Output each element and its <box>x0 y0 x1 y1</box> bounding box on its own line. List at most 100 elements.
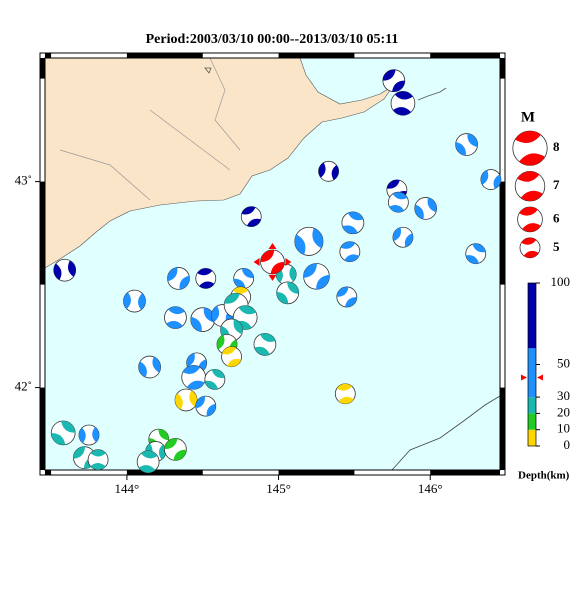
magnitude-legend-label: 7 <box>553 177 560 192</box>
frame-bar <box>500 387 505 470</box>
frame-bar <box>430 53 500 58</box>
depth-tick-label: 0 <box>564 437 571 452</box>
beachball-lobe <box>336 383 354 404</box>
beachball-lobe <box>336 286 357 307</box>
beachball-lobe <box>164 438 187 461</box>
event <box>318 160 340 182</box>
event <box>276 281 300 305</box>
event <box>390 91 416 116</box>
event <box>341 211 365 235</box>
event <box>334 383 356 405</box>
x-tick-label: 144° <box>115 481 140 496</box>
magnitude-legend-label: 8 <box>553 139 560 154</box>
beachball-lobe <box>186 353 207 373</box>
depth-tick-label: 20 <box>557 404 570 419</box>
beachball-lobe <box>318 162 339 180</box>
beachball-lobe <box>182 365 205 390</box>
event <box>465 243 487 265</box>
magnitude-legend-item <box>512 130 548 166</box>
frame-bar <box>45 470 52 475</box>
beachball-lobe <box>521 237 539 258</box>
frame-bar <box>500 58 505 79</box>
event <box>382 69 406 93</box>
x-tick-label: 145° <box>266 481 291 496</box>
event <box>50 420 76 446</box>
depth-tick-label: 100 <box>551 274 571 289</box>
beachball-lobe <box>233 268 254 289</box>
beachball-lobe <box>382 69 405 92</box>
depth-tick-label: 10 <box>557 421 570 436</box>
beachball-lobe <box>276 281 299 304</box>
frame-bar <box>45 53 52 58</box>
map-title: Period:2003/03/10 00:00--2013/03/10 05:1… <box>146 32 399 47</box>
main-event <box>253 243 292 281</box>
event <box>240 206 262 228</box>
beachball-lobe <box>78 426 99 443</box>
event <box>195 268 217 289</box>
beachball-lobe <box>517 171 543 202</box>
beachball-lobe <box>204 369 225 390</box>
beachball-lobe <box>455 133 478 156</box>
depth-marker <box>521 374 543 381</box>
beachball-lobe <box>389 192 408 213</box>
frame-bar <box>40 58 45 79</box>
event <box>167 267 190 290</box>
beachball-lobe <box>392 227 413 247</box>
magnitude-legend-item <box>517 206 543 233</box>
event <box>123 289 146 313</box>
beachball-lobe <box>166 306 185 329</box>
beachball-lobe <box>342 211 364 234</box>
land <box>44 57 394 269</box>
beachball-lobe <box>519 206 541 232</box>
beachball-lobe <box>138 450 158 473</box>
event <box>414 197 438 220</box>
beachball-lobe <box>197 268 215 289</box>
beachball-lobe <box>465 243 486 264</box>
event <box>87 449 109 471</box>
main-marker <box>253 257 260 266</box>
event <box>181 364 206 390</box>
beachball-lobe <box>393 91 413 116</box>
beachball-lobe <box>138 356 161 378</box>
magnitude-legend-label: 6 <box>553 210 560 225</box>
frame-bar <box>500 181 505 285</box>
frame-bar <box>278 53 355 58</box>
boundary-lines <box>59 57 241 201</box>
event <box>174 388 198 412</box>
x-tick-label: 146° <box>418 481 443 496</box>
depth-band <box>528 429 536 446</box>
event <box>136 450 160 474</box>
main-marker <box>268 243 277 250</box>
frame-bars <box>40 53 505 475</box>
main-marker <box>268 274 277 281</box>
event <box>392 226 414 248</box>
events <box>50 69 502 474</box>
beachball-lobe <box>303 263 330 290</box>
beachball-lobe <box>190 307 215 332</box>
event <box>195 395 217 417</box>
beachball-lobe <box>515 130 545 166</box>
beachball-lobe <box>260 250 285 274</box>
beachball-lobe <box>195 396 216 417</box>
beachball-lobe <box>123 292 146 310</box>
depth-band <box>528 397 536 414</box>
magnitude-legend-item <box>514 170 546 202</box>
beachball-lobe <box>90 449 106 470</box>
frame-bar <box>126 470 203 475</box>
event <box>204 368 226 390</box>
y-tick-label: 43˚ <box>15 173 32 188</box>
beachball-lobe <box>221 346 242 367</box>
event <box>221 346 242 368</box>
event <box>233 268 255 289</box>
islands <box>204 67 447 101</box>
beachball-lobe <box>340 241 359 262</box>
event <box>339 241 361 263</box>
frame-bar <box>430 470 500 475</box>
beachball-lobe <box>175 390 198 410</box>
y-tick-label: 42˚ <box>15 379 32 394</box>
frame-bar <box>126 53 203 58</box>
event <box>164 306 187 329</box>
magnitude-legend-title: M <box>521 109 535 125</box>
event <box>138 355 162 379</box>
